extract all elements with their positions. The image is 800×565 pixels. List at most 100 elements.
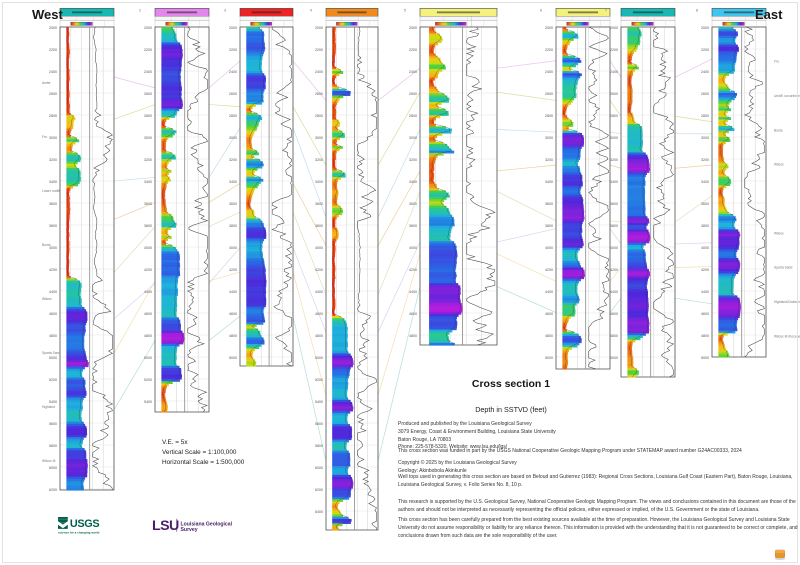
svg-text:4000: 4000 (545, 246, 553, 250)
svg-text:4200: 4200 (49, 268, 57, 272)
svg-text:2400: 2400 (144, 70, 152, 74)
svg-text:Survey: Survey (181, 527, 198, 533)
svg-text:3400: 3400 (701, 180, 709, 184)
svg-text:USGS: USGS (70, 518, 99, 530)
svg-text:3800: 3800 (144, 224, 152, 228)
svg-text:2000: 2000 (49, 26, 57, 30)
svg-text:4800: 4800 (49, 334, 57, 338)
svg-text:2400: 2400 (409, 70, 417, 74)
svg-text:2400: 2400 (701, 70, 709, 74)
svg-text:Wilcox M./Eocene: Wilcox M./Eocene (774, 334, 800, 338)
svg-text:2200: 2200 (701, 48, 709, 52)
svg-text:5200: 5200 (315, 378, 323, 382)
svg-text:3400: 3400 (610, 180, 618, 184)
svg-text:3600: 3600 (545, 202, 553, 206)
svg-text:3600: 3600 (701, 202, 709, 206)
svg-text:2600: 2600 (315, 92, 323, 96)
svg-text:3000: 3000 (545, 136, 553, 140)
svg-text:6000: 6000 (49, 466, 57, 470)
svg-text:4600: 4600 (409, 312, 417, 316)
svg-text:3200: 3200 (315, 158, 323, 162)
svg-text:2600: 2600 (610, 92, 618, 96)
svg-text:2200: 2200 (49, 48, 57, 52)
svg-text:4800: 4800 (545, 334, 553, 338)
svg-text:2000: 2000 (144, 26, 152, 30)
svg-text:3600: 3600 (49, 202, 57, 206)
svg-text:2200: 2200 (229, 48, 237, 52)
svg-text:2800: 2800 (701, 114, 709, 118)
svg-text:2800: 2800 (229, 114, 237, 118)
svg-text:3000: 3000 (49, 136, 57, 140)
svg-text:Wilcox M.: Wilcox M. (42, 459, 56, 463)
svg-text:5000: 5000 (144, 356, 152, 360)
svg-text:3800: 3800 (701, 224, 709, 228)
svg-text:5600: 5600 (49, 422, 57, 426)
svg-text:3200: 3200 (610, 158, 618, 162)
svg-text:3000: 3000 (701, 136, 709, 140)
svg-text:2000: 2000 (545, 26, 553, 30)
svg-text:Sparta Sand: Sparta Sand (42, 351, 60, 355)
svg-text:4: 4 (310, 8, 312, 12)
svg-text:2600: 2600 (701, 92, 709, 96)
svg-text:3800: 3800 (229, 224, 237, 228)
svg-text:4400: 4400 (49, 290, 57, 294)
svg-text:2400: 2400 (315, 70, 323, 74)
svg-text:4600: 4600 (701, 312, 709, 316)
svg-text:Undiff. unconform.: Undiff. unconform. (774, 94, 800, 98)
svg-text:5000: 5000 (229, 356, 237, 360)
svg-text:4200: 4200 (701, 268, 709, 272)
svg-text:4400: 4400 (144, 290, 152, 294)
svg-text:5400: 5400 (49, 400, 57, 404)
svg-text:Highland/Claiborne: Highland/Claiborne (774, 300, 800, 304)
svg-text:4400: 4400 (701, 290, 709, 294)
svg-text:2000: 2000 (315, 26, 323, 30)
svg-text:8: 8 (696, 8, 698, 12)
svg-text:5000: 5000 (315, 356, 323, 360)
svg-text:7: 7 (605, 8, 607, 12)
svg-text:2400: 2400 (49, 70, 57, 74)
svg-text:3800: 3800 (409, 224, 417, 228)
svg-text:6200: 6200 (315, 488, 323, 492)
svg-text:5600: 5600 (315, 422, 323, 426)
svg-text:3400: 3400 (49, 180, 57, 184)
svg-text:science for a changing world: science for a changing world (58, 530, 100, 534)
svg-text:4200: 4200 (610, 268, 618, 272)
svg-text:6200: 6200 (49, 488, 57, 492)
svg-text:2800: 2800 (315, 114, 323, 118)
svg-text:4800: 4800 (315, 334, 323, 338)
svg-text:2200: 2200 (409, 48, 417, 52)
svg-text:Bucta: Bucta (774, 128, 783, 132)
svg-text:4000: 4000 (144, 246, 152, 250)
svg-text:2200: 2200 (545, 48, 553, 52)
svg-text:3200: 3200 (701, 158, 709, 162)
svg-text:2400: 2400 (545, 70, 553, 74)
svg-text:Wilcox: Wilcox (774, 163, 784, 167)
svg-text:2200: 2200 (144, 48, 152, 52)
svg-text:3800: 3800 (545, 224, 553, 228)
svg-text:2600: 2600 (409, 92, 417, 96)
svg-text:3000: 3000 (610, 136, 618, 140)
svg-text:Wilcox: Wilcox (774, 231, 784, 235)
svg-text:6000: 6000 (315, 466, 323, 470)
svg-text:5200: 5200 (49, 378, 57, 382)
svg-text:4200: 4200 (315, 268, 323, 272)
svg-text:4000: 4000 (409, 246, 417, 250)
svg-text:Highland: Highland (42, 405, 55, 409)
svg-text:4600: 4600 (545, 312, 553, 316)
svg-text:2200: 2200 (315, 48, 323, 52)
svg-text:5: 5 (404, 8, 406, 12)
svg-text:3400: 3400 (545, 180, 553, 184)
svg-text:Wilcox: Wilcox (42, 297, 52, 301)
svg-text:5000: 5000 (49, 356, 57, 360)
svg-text:3600: 3600 (610, 202, 618, 206)
svg-text:4000: 4000 (701, 246, 709, 250)
svg-text:3600: 3600 (409, 202, 417, 206)
svg-text:Fm.: Fm. (774, 60, 780, 64)
svg-text:3000: 3000 (229, 136, 237, 140)
svg-text:2400: 2400 (610, 70, 618, 74)
svg-text:4000: 4000 (610, 246, 618, 250)
svg-text:5400: 5400 (144, 400, 152, 404)
svg-text:2000: 2000 (409, 26, 417, 30)
svg-text:2800: 2800 (49, 114, 57, 118)
svg-text:4800: 4800 (701, 334, 709, 338)
